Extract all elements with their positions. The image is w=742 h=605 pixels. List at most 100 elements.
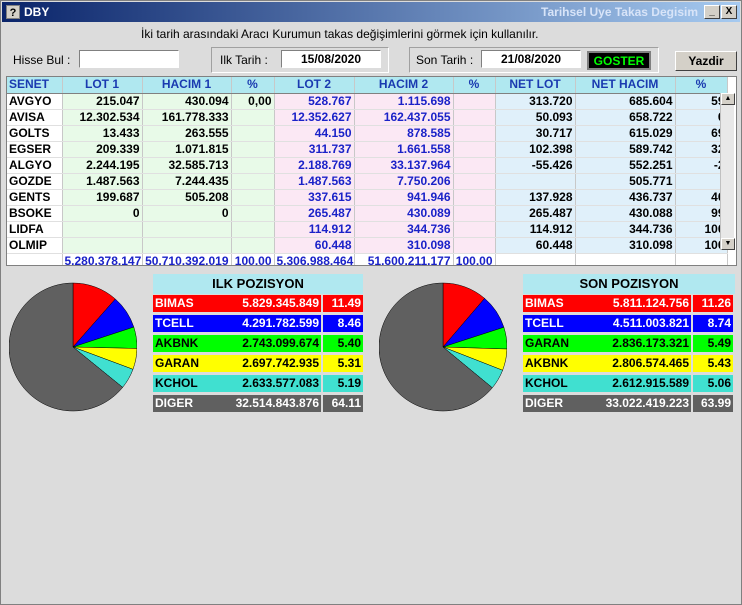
table-cell[interactable]: 60.448 [495,237,576,254]
table-row[interactable]: LIDFA 114.912 344.736 114.912 344.736 100 [7,221,728,238]
table-cell[interactable]: 589.742 [575,141,676,158]
table-cell[interactable]: 199.687 [62,189,143,206]
title-bar[interactable]: ? DBY Tarihsel Uye Takas Degisim _ X [2,2,740,22]
table-cell[interactable] [142,221,232,238]
table-cell[interactable] [231,173,275,190]
table-cell[interactable] [453,125,496,142]
table-cell[interactable] [453,205,496,222]
table-cell[interactable] [231,221,275,238]
table-cell[interactable] [453,189,496,206]
table-cell[interactable]: 1.071.815 [142,141,232,158]
table-cell[interactable]: AVGYO [7,93,63,110]
table-cell[interactable]: 209.339 [62,141,143,158]
table-row[interactable]: GOZDE 1.487.563 7.244.435 1.487.563 7.750.20… [7,173,728,190]
table-cell[interactable] [453,109,496,126]
table-cell[interactable] [231,205,275,222]
table-cell[interactable]: 878.585 [354,125,454,142]
table-cell[interactable]: 685.604 [575,93,676,110]
column-header[interactable]: LOT 2 [274,77,355,94]
table-row[interactable]: AVGYO 215.047 430.094 0,00 528.767 1.115.698 3… [7,93,728,110]
column-header[interactable]: NET LOT [495,77,576,94]
table-cell[interactable]: 265.487 [495,205,576,222]
table-cell[interactable]: LIDFA [7,221,63,238]
table-cell[interactable]: 99 [675,205,728,222]
start-date-field[interactable]: 15/08/2020 [281,50,381,68]
table-cell[interactable]: 658.722 [575,109,676,126]
table-cell[interactable]: 615.029 [575,125,676,142]
table-cell[interactable]: EGSER [7,141,63,158]
table-cell[interactable]: OLMIP [7,237,63,254]
table-cell[interactable]: 114.912 [495,221,576,238]
table-cell[interactable]: 0 [142,205,232,222]
table-cell[interactable]: 528.767 [274,93,355,110]
column-header[interactable]: HACIM 2 [354,77,454,94]
table-cell[interactable]: 60.448 [274,237,355,254]
table-cell[interactable]: 100 [675,237,728,254]
table-cell[interactable]: 50.093 [495,109,576,126]
table-cell[interactable]: 344.736 [575,221,676,238]
table-cell[interactable]: 344.736 [354,221,454,238]
table-cell[interactable]: 941.946 [354,189,454,206]
column-header[interactable]: NET HACIM [575,77,676,94]
table-cell[interactable]: 1.115.698 [354,93,454,110]
table-cell[interactable]: 1.661.558 [354,141,454,158]
table-cell[interactable]: 102.398 [495,141,576,158]
table-row[interactable]: EGSER 209.339 1.071.815 311.737 1.661.558 102… [7,141,728,158]
table-cell[interactable]: GOZDE [7,173,63,190]
table-cell[interactable] [453,141,496,158]
table-cell[interactable]: 161.778.333 [142,109,232,126]
table-cell[interactable]: 436.737 [575,189,676,206]
column-header[interactable]: SENET [7,77,63,94]
table-cell[interactable]: ALGYO [7,157,63,174]
table-cell[interactable]: 310.098 [575,237,676,254]
table-cell[interactable]: 59 [675,93,728,110]
table-cell[interactable] [453,173,496,190]
table-cell[interactable]: 0,00 [231,93,275,110]
table-cell[interactable] [495,173,576,190]
scroll-up-icon[interactable]: ▲ [721,93,735,105]
table-cell[interactable]: 310.098 [354,237,454,254]
table-cell[interactable]: 33.137.964 [354,157,454,174]
table-cell[interactable]: -2 [675,157,728,174]
table-cell[interactable] [231,157,275,174]
table-cell[interactable]: 265.487 [274,205,355,222]
yazdir-button[interactable]: Yazdir [675,51,737,71]
table-cell[interactable]: 313.720 [495,93,576,110]
table-cell[interactable]: 12.352.627 [274,109,355,126]
table-cell[interactable] [453,93,496,110]
column-header[interactable]: % [231,77,275,94]
goster-button[interactable]: GOSTER [587,51,651,70]
table-cell[interactable]: 1.487.563 [274,173,355,190]
minimize-button[interactable]: _ [704,5,720,19]
close-button[interactable]: X [721,5,737,19]
table-cell[interactable] [453,221,496,238]
table-cell[interactable]: 114.912 [274,221,355,238]
table-cell[interactable]: 311.737 [274,141,355,158]
table-cell[interactable]: 7.244.435 [142,173,232,190]
table-cell[interactable]: 7.750.206 [354,173,454,190]
table-cell[interactable]: 263.555 [142,125,232,142]
table-cell[interactable] [453,157,496,174]
scroll-down-icon[interactable]: ▼ [721,238,735,250]
table-cell[interactable]: 137.928 [495,189,576,206]
table-cell[interactable]: 2.244.195 [62,157,143,174]
end-date-field[interactable]: 21/08/2020 [481,50,581,68]
table-cell[interactable] [453,237,496,254]
table-cell[interactable]: 337.615 [274,189,355,206]
table-row[interactable]: GOLTS 13.433 263.555 44.150 878.585 30.717 615… [7,125,728,142]
table-cell[interactable] [142,237,232,254]
table-cell[interactable] [231,125,275,142]
table-cell[interactable]: 1.487.563 [62,173,143,190]
column-header[interactable]: HACIM 1 [142,77,232,94]
table-cell[interactable]: 30.717 [495,125,576,142]
grid-vertical-scrollbar[interactable]: ▲ ▼ [720,93,735,250]
table-cell[interactable]: 505.208 [142,189,232,206]
table-cell[interactable]: GOLTS [7,125,63,142]
table-cell[interactable]: BSOKE [7,205,63,222]
table-cell[interactable]: 2.188.769 [274,157,355,174]
table-cell[interactable]: 430.088 [575,205,676,222]
table-row[interactable]: OLMIP 60.448 310.098 60.448 310.098 100 [7,237,728,254]
table-row[interactable]: AVISA 12.302.534 161.778.333 12.352.627 162.… [7,109,728,126]
table-cell[interactable] [231,109,275,126]
table-cell[interactable]: 12.302.534 [62,109,143,126]
